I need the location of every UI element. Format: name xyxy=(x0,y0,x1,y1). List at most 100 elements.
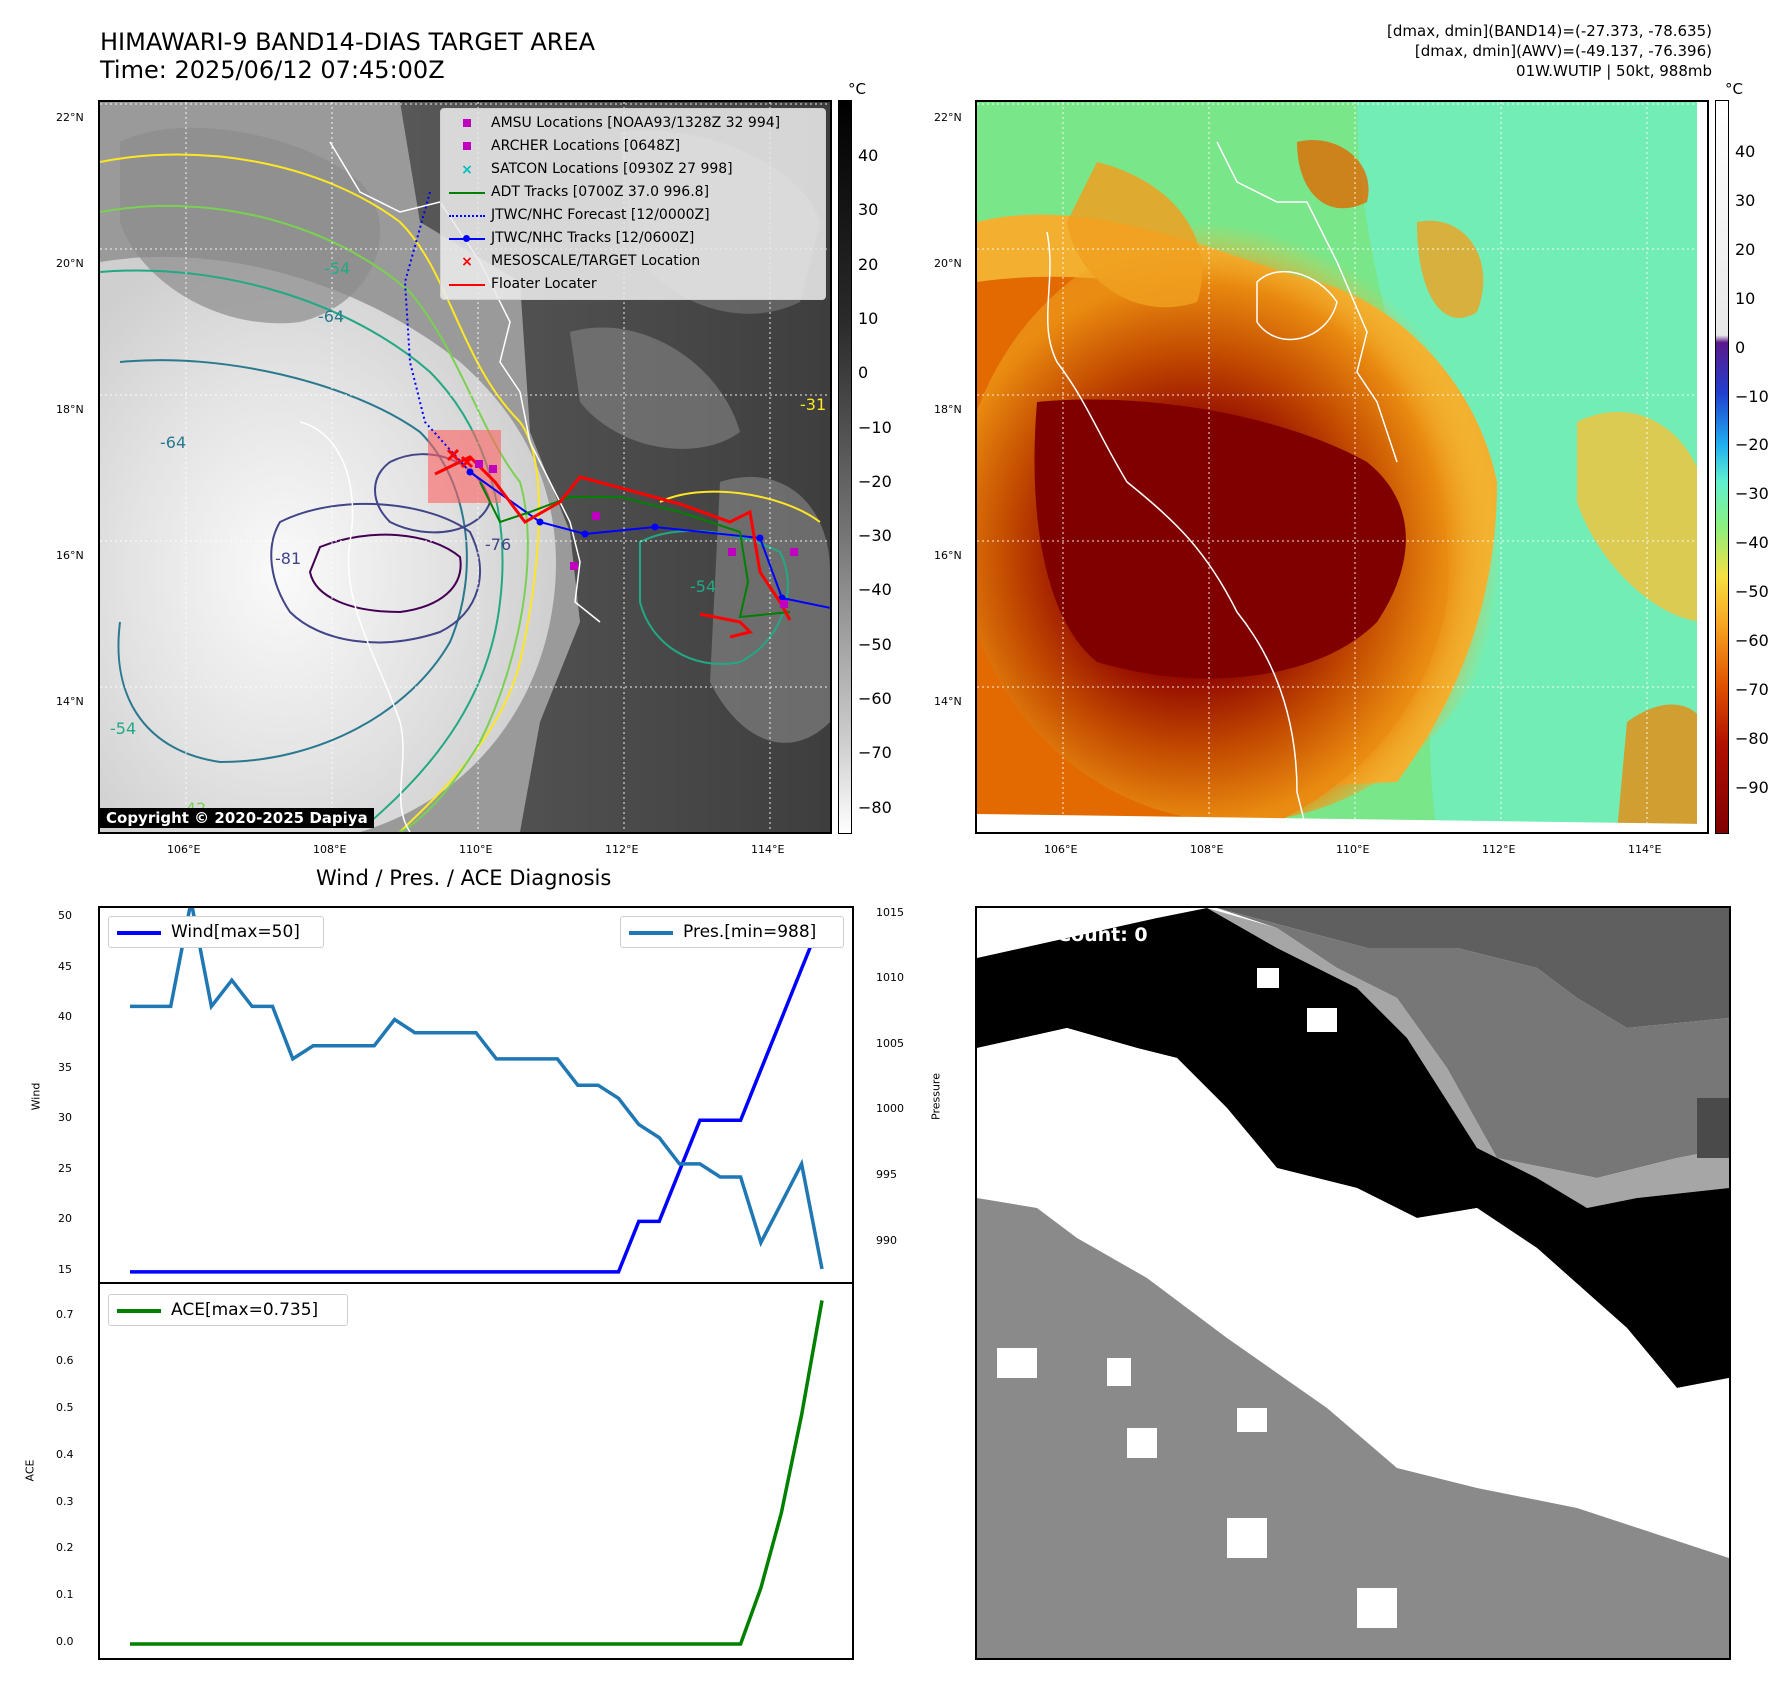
colorbar-tick: −70 xyxy=(1735,679,1769,699)
contour-label: -54 xyxy=(690,577,716,596)
lat-tick: 22°N xyxy=(934,111,962,124)
lon-tick: 110°E xyxy=(1336,843,1370,856)
colorbar-tick: 20 xyxy=(1735,239,1756,259)
legend-label: Pres.[min=988] xyxy=(683,922,817,942)
colorbar-tick: −80 xyxy=(858,797,892,817)
colorbar-tick: 10 xyxy=(1735,288,1756,308)
colorbar-tick: −30 xyxy=(858,526,892,546)
colorbar-tick: 40 xyxy=(858,146,879,165)
square-marker-icon xyxy=(449,117,485,131)
colorbar-tick: 30 xyxy=(1735,190,1756,210)
colorbar-tick: −10 xyxy=(858,417,892,437)
wmg-image xyxy=(977,908,1729,1658)
line-icon xyxy=(449,186,485,200)
lat-tick: 20°N xyxy=(56,257,84,270)
line-icon xyxy=(629,931,673,935)
colorbar-tick: −40 xyxy=(858,580,892,600)
lon-tick: 112°E xyxy=(605,843,639,856)
lat-tick: 14°N xyxy=(56,695,84,708)
lon-tick: 114°E xyxy=(1628,843,1662,856)
ace-tick-label: 0.1 xyxy=(56,1588,74,1602)
legend-label: SATCON Locations [0930Z 27 998] xyxy=(491,161,733,177)
colorbar-tick: 30 xyxy=(858,200,879,220)
wind-tick-label: 15 xyxy=(58,1262,72,1276)
awv-map-panel xyxy=(975,100,1709,834)
colorbar-tick: −80 xyxy=(1735,728,1769,748)
wind-series-line xyxy=(130,917,824,1274)
legend-label: Wind[max=50] xyxy=(171,922,300,942)
ace-tick-label: 0.5 xyxy=(56,1401,74,1415)
pressure-series-line xyxy=(130,908,824,1270)
ace-plot: ACE[max=0.735] xyxy=(98,1282,854,1660)
colorbar-tick: −10 xyxy=(1735,386,1769,406)
colorbar-tick: −60 xyxy=(1735,631,1769,650)
pressure-tick-label: 1000 xyxy=(876,1102,904,1116)
wmg-count-label: WMG Count: 0 xyxy=(995,924,1148,946)
colorbar-tick: 40 xyxy=(1735,142,1756,161)
wind-legend: Wind[max=50] xyxy=(108,916,324,948)
wind-axis-label: Wind xyxy=(29,1082,43,1111)
legend-label: MESOSCALE/TARGET Location xyxy=(491,253,701,269)
chart-title: HIMAWARI-9 BAND14-DIAS TARGET AREA xyxy=(100,28,596,56)
contour-label: -31 xyxy=(800,395,826,414)
wind-tick-label: 35 xyxy=(58,1060,72,1074)
legend-label: ACE[max=0.735] xyxy=(171,1300,319,1320)
ace-legend: ACE[max=0.735] xyxy=(108,1294,348,1326)
legend-label: JTWC/NHC Forecast [12/0000Z] xyxy=(491,207,710,223)
lon-tick: 106°E xyxy=(167,843,201,856)
x-marker-icon: × xyxy=(461,162,473,178)
ace-tick-label: 0.6 xyxy=(56,1354,74,1368)
pressure-tick-label: 1005 xyxy=(876,1036,904,1050)
diagnosis-title: Wind / Pres. / ACE Diagnosis xyxy=(316,866,612,890)
colorbar-tick: 0 xyxy=(1735,337,1746,357)
lon-tick: 112°E xyxy=(1482,843,1516,856)
wind-tick-label: 30 xyxy=(58,1111,72,1125)
chart-time: Time: 2025/06/12 07:45:00Z xyxy=(100,56,445,84)
colorbar-unit: °C xyxy=(848,80,866,98)
dotted-line-icon xyxy=(449,209,485,223)
colorbar-tick: −60 xyxy=(858,689,892,708)
lon-tick: 106°E xyxy=(1044,843,1078,856)
colorbar-tick: 0 xyxy=(858,363,869,383)
ir-map-panel: -81 -76 -64 -64 -54 -54 -42 -54 -31 AMSU… xyxy=(98,100,832,834)
colorbar-tick: −30 xyxy=(1735,484,1769,504)
pressure-legend: Pres.[min=988] xyxy=(620,916,844,948)
contour-label: -64 xyxy=(160,433,186,452)
colorbar-tick: −90 xyxy=(1735,777,1769,797)
info-band14: [dmax, dmin](BAND14)=(-27.373, -78.635) xyxy=(1387,22,1712,40)
colorbar-tick: −20 xyxy=(1735,435,1769,455)
colorbar-tick: 10 xyxy=(858,308,879,328)
contour-label: -64 xyxy=(318,307,344,326)
pressure-tick-label: 990 xyxy=(876,1233,897,1247)
colorbar-tick: −50 xyxy=(858,634,892,654)
contour-label: -81 xyxy=(275,549,301,568)
lon-tick: 108°E xyxy=(1190,843,1224,856)
ace-tick-label: 0.2 xyxy=(56,1541,74,1555)
ace-tick-label: 0.3 xyxy=(56,1494,74,1508)
map-legend: AMSU Locations [NOAA93/1328Z 32 994] ARC… xyxy=(440,108,826,300)
lat-tick: 16°N xyxy=(56,549,84,562)
lat-tick: 22°N xyxy=(56,111,84,124)
contour-label: -76 xyxy=(485,535,511,554)
square-marker-icon xyxy=(449,140,485,154)
pressure-tick-label: 1015 xyxy=(876,905,904,919)
ace-tick-label: 0.7 xyxy=(56,1307,74,1321)
ace-axis-label: ACE xyxy=(23,1459,37,1482)
ace-svg xyxy=(130,1300,824,1646)
colorbar-tick: −70 xyxy=(858,743,892,763)
wind-pressure-plot: Wind[max=50] Pres.[min=988] xyxy=(98,906,854,1284)
line-icon xyxy=(449,278,485,292)
line-icon xyxy=(117,1309,161,1313)
colorbar-tick: −50 xyxy=(1735,582,1769,602)
colorbar-tick: 20 xyxy=(858,254,879,274)
colorbar-unit: °C xyxy=(1725,80,1743,98)
lat-tick: 16°N xyxy=(934,549,962,562)
contour-label: -54 xyxy=(110,719,136,738)
awv-map-image xyxy=(977,102,1707,832)
color-colorbar xyxy=(1715,100,1729,834)
wind-tick-label: 25 xyxy=(58,1161,72,1175)
contour-label: -54 xyxy=(324,259,350,278)
pressure-tick-label: 995 xyxy=(876,1168,897,1182)
lat-tick: 14°N xyxy=(934,695,962,708)
ace-series-line xyxy=(130,1300,824,1646)
